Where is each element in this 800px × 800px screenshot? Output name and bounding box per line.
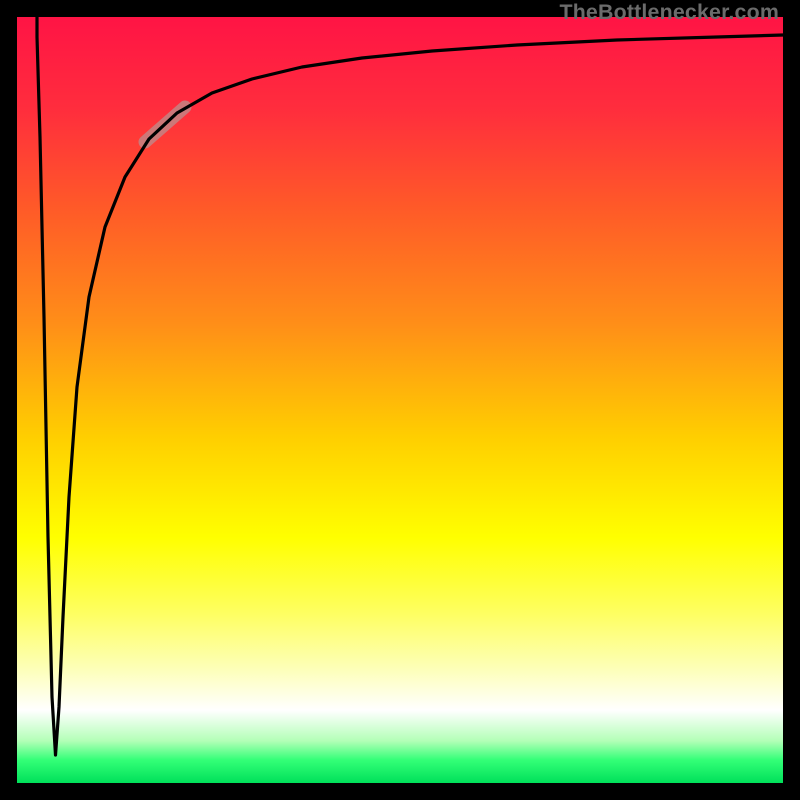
watermark-text: TheBottlenecker.com — [559, 0, 779, 25]
curve-layer — [17, 17, 783, 783]
chart-container: TheBottlenecker.com — [0, 0, 800, 800]
plot-area — [17, 17, 783, 783]
bottleneck-curve — [37, 17, 783, 755]
